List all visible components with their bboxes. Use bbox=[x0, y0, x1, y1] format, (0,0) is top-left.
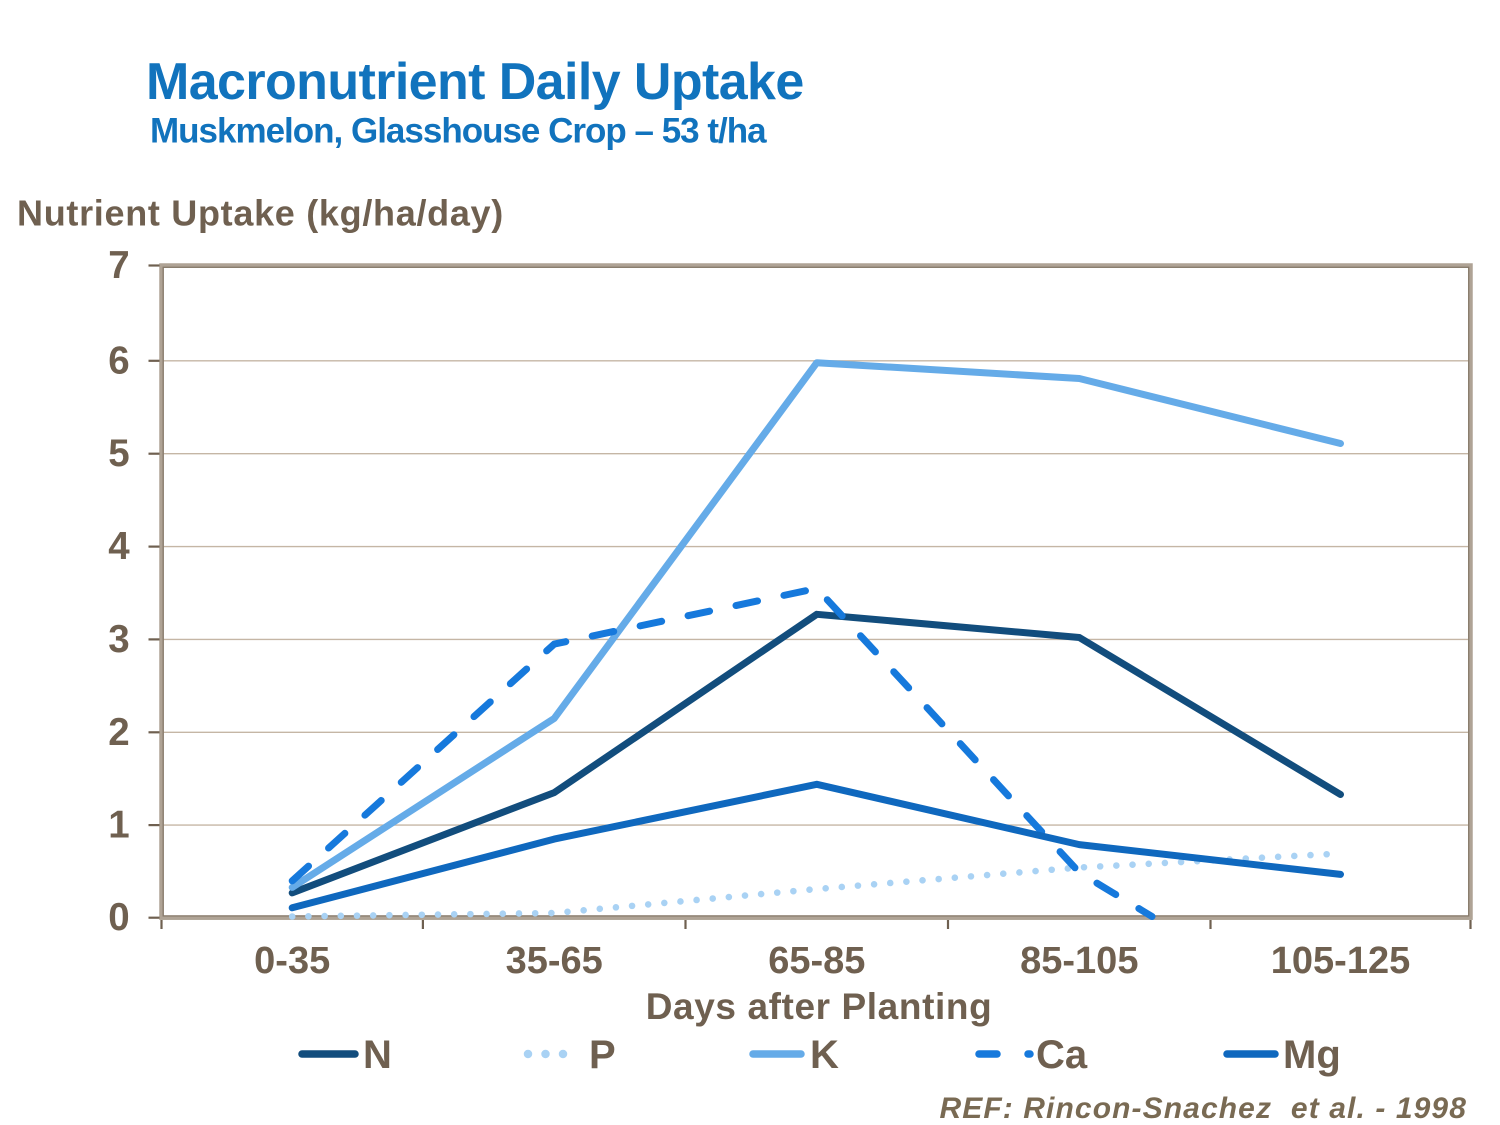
svg-text:1: 1 bbox=[108, 804, 129, 847]
svg-text:65-85: 65-85 bbox=[768, 940, 865, 982]
svg-text:85-105: 85-105 bbox=[1020, 940, 1138, 982]
svg-text:Mg: Mg bbox=[1283, 1033, 1341, 1077]
svg-text:35-65: 35-65 bbox=[506, 940, 603, 982]
svg-text:2: 2 bbox=[108, 711, 129, 754]
svg-text:6: 6 bbox=[108, 339, 129, 382]
svg-text:Nutrient Uptake (kg/ha/day): Nutrient Uptake (kg/ha/day) bbox=[17, 193, 504, 234]
svg-text:Macronutrient Daily Uptake: Macronutrient Daily Uptake bbox=[146, 53, 804, 111]
svg-text:3: 3 bbox=[108, 618, 129, 661]
svg-text:K: K bbox=[810, 1033, 839, 1077]
svg-text:105-125: 105-125 bbox=[1271, 940, 1410, 982]
svg-text:0-35: 0-35 bbox=[254, 940, 330, 982]
svg-text:5: 5 bbox=[108, 432, 129, 475]
svg-text:P: P bbox=[589, 1033, 616, 1077]
svg-text:REF: Rincon-Snachez et al. -: REF: Rincon-Snachez et al. - 1998 bbox=[939, 1092, 1467, 1125]
svg-text:Muskmelon, Glasshouse Crop – 5: Muskmelon, Glasshouse Crop – 53 t/ha bbox=[150, 112, 767, 151]
svg-text:4: 4 bbox=[108, 525, 130, 568]
svg-text:0: 0 bbox=[108, 896, 129, 939]
svg-text:Days after Planting: Days after Planting bbox=[646, 986, 993, 1027]
svg-text:N: N bbox=[363, 1033, 392, 1077]
svg-text:Ca: Ca bbox=[1036, 1033, 1088, 1077]
svg-text:7: 7 bbox=[108, 244, 129, 287]
